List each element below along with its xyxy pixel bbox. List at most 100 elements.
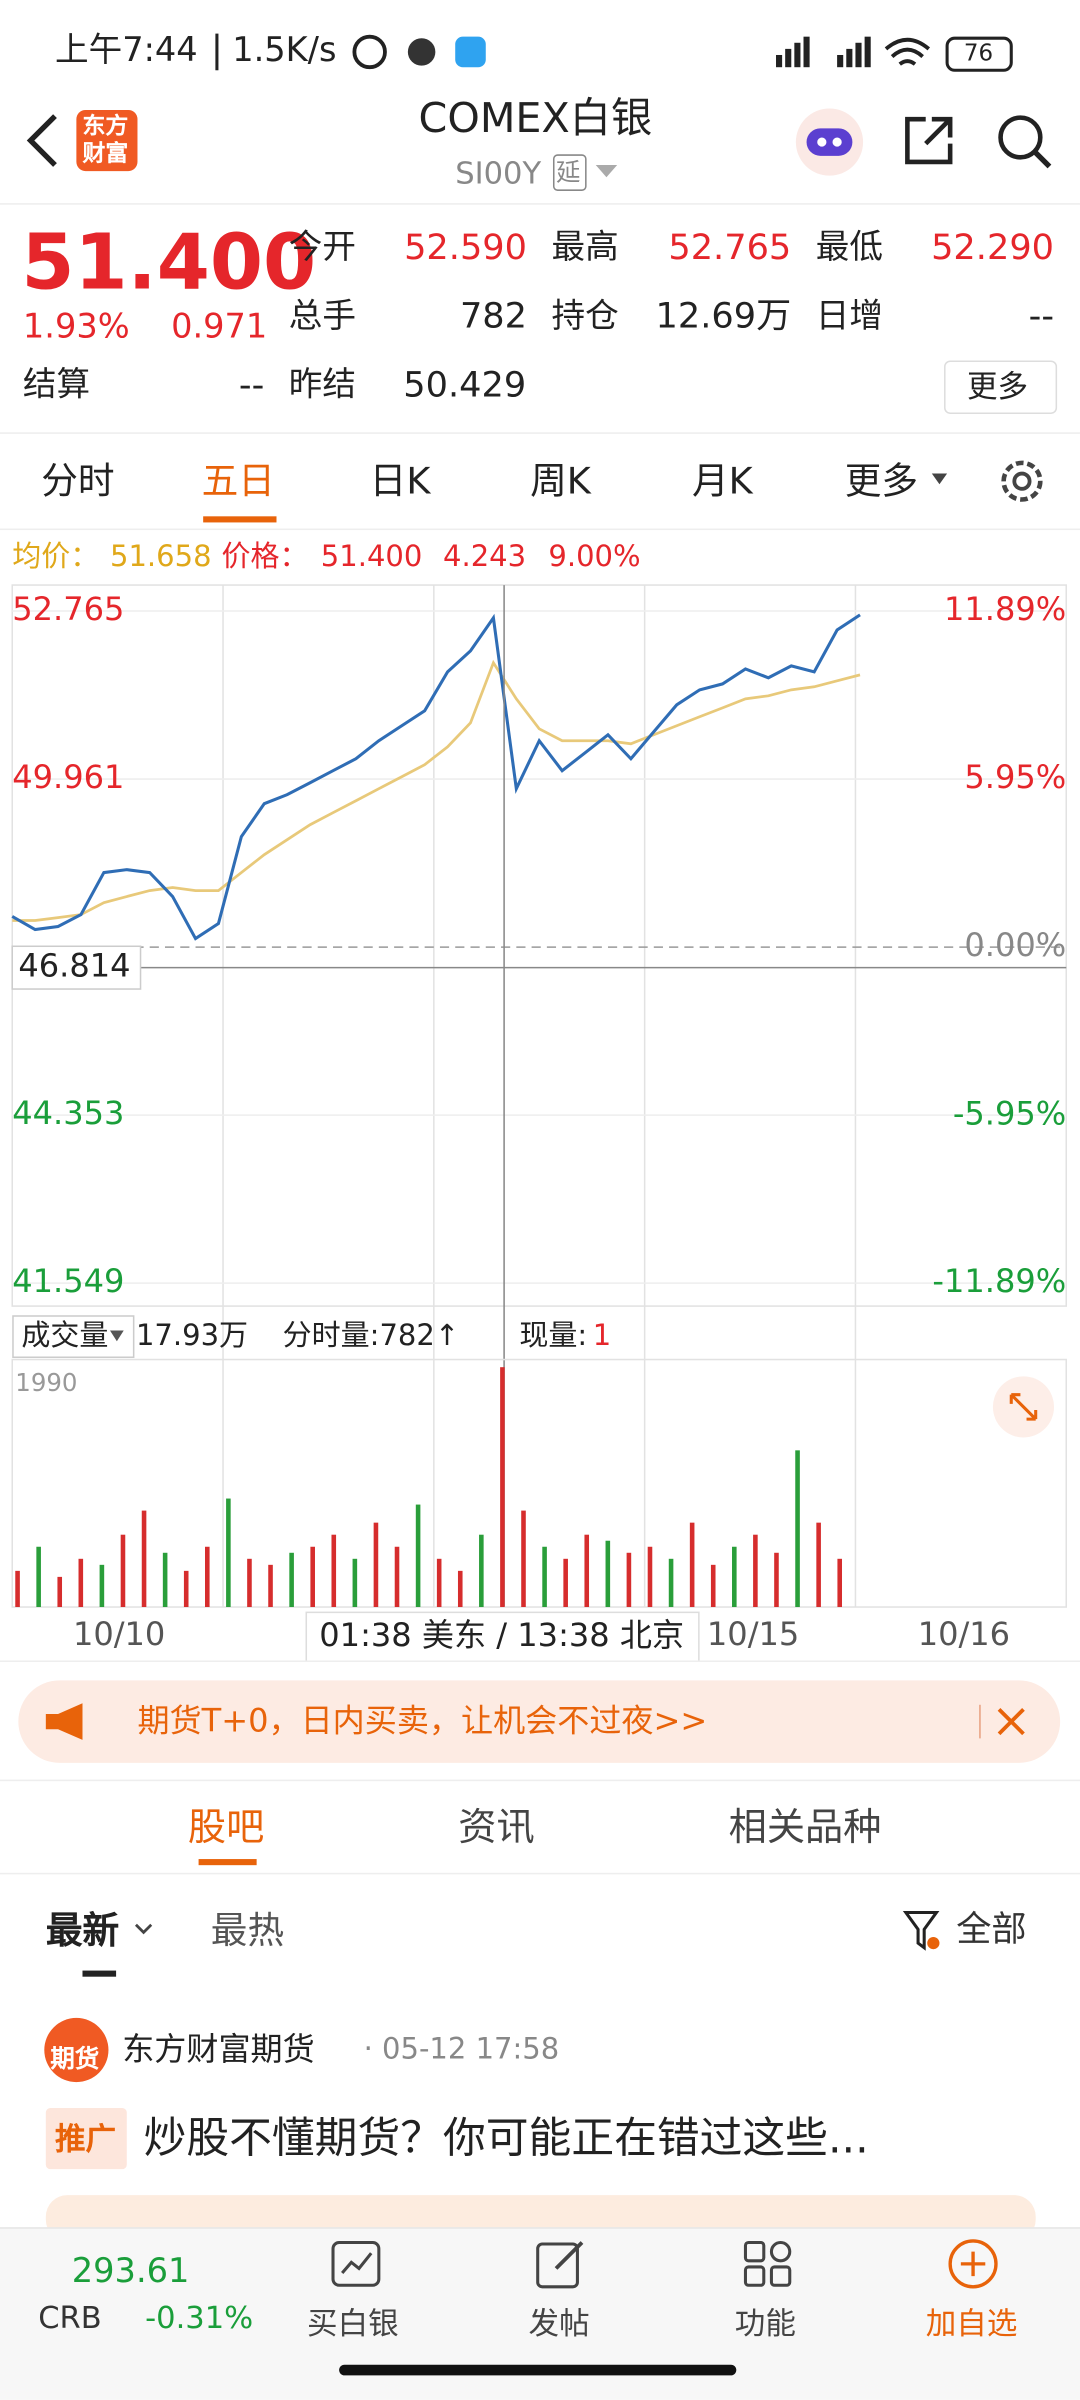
- section-tab-active[interactable]: 股吧: [187, 1804, 265, 1850]
- avg-line: [12, 659, 861, 922]
- volume-bar: [500, 1367, 505, 1608]
- home-indicator: [339, 2364, 737, 2376]
- dropdown: [109, 1330, 124, 1342]
- avg-label: 均价：: [12, 539, 100, 574]
- sort-option-active[interactable]: 最新: [45, 1909, 120, 1953]
- author[interactable]: 东方财富期货: [122, 2030, 315, 2068]
- logo: [76, 109, 138, 172]
- volume-bar: [710, 1564, 716, 1608]
- field-label: 持仓: [551, 297, 619, 337]
- search-icon[interactable]: [996, 113, 1054, 171]
- field-value: 12.69万: [655, 297, 792, 337]
- field-label: 今开: [288, 229, 356, 268]
- status-time: 上午7:44: [54, 32, 198, 71]
- volume-total: 17.93万: [135, 1319, 249, 1353]
- x-tick-label: 10/16: [918, 1615, 1010, 1653]
- banner-text[interactable]: 期货T+0，日内买卖，让机会不过夜>>: [137, 1702, 708, 1740]
- megaphone-icon: [45, 1703, 83, 1740]
- battery: [945, 36, 1013, 72]
- divider: [0, 1779, 1080, 1782]
- sort-underline: [82, 1970, 117, 1977]
- price-value: 51.400: [320, 539, 423, 574]
- close-button[interactable]: [996, 1706, 1027, 1737]
- section-tab[interactable]: 资讯: [458, 1804, 535, 1850]
- back-button[interactable]: [21, 113, 61, 168]
- y2-tick-label: 0.00%: [964, 926, 1066, 964]
- volume-bar: [816, 1522, 821, 1608]
- volume-label[interactable]: 成交量: [21, 1319, 109, 1353]
- volume-bar: [373, 1522, 379, 1608]
- plot-frame: [11, 584, 1068, 1307]
- field-label: 日增: [815, 297, 883, 337]
- assistant-icon[interactable]: [794, 107, 867, 177]
- tab[interactable]: 更多: [844, 459, 919, 503]
- volume-bar: [141, 1510, 147, 1608]
- dropdown: [931, 473, 948, 485]
- volume-selector[interactable]: [12, 1315, 135, 1359]
- nav-label[interactable]: 加自选: [925, 2305, 1018, 2342]
- crosshair-label-box: [11, 945, 142, 990]
- share-icon[interactable]: [901, 113, 956, 168]
- tab[interactable]: 日K: [369, 459, 431, 503]
- banner[interactable]: [18, 1680, 1061, 1763]
- tab[interactable]: 周K: [530, 459, 591, 503]
- volume-bar: [479, 1534, 484, 1608]
- filter-label[interactable]: 全部: [956, 1910, 1027, 1950]
- tab-active[interactable]: 五日: [201, 459, 275, 503]
- tab[interactable]: 月K: [691, 459, 753, 503]
- more-label[interactable]: 更多: [966, 368, 1029, 405]
- crosshair-time: 01:38 美东 / 13:38 北京: [319, 1616, 685, 1654]
- tick-volume: 分时量:782↑: [282, 1319, 460, 1353]
- field-label: 最高: [551, 229, 619, 268]
- volume-bar: [563, 1558, 568, 1608]
- y2-tick-label: 5.95%: [964, 758, 1066, 796]
- nav-label[interactable]: 功能: [734, 2305, 796, 2342]
- add-icon[interactable]: [947, 2238, 999, 2290]
- field-value: 52.765: [668, 228, 792, 269]
- buy-icon[interactable]: [330, 2239, 382, 2288]
- tab-underline: [203, 516, 277, 523]
- avatar[interactable]: [44, 2017, 109, 2083]
- post-title[interactable]: 炒股不懂期货？你可能正在错过这些...: [143, 2112, 869, 2164]
- status-speed: 1.5K/s: [232, 32, 337, 71]
- expand-button[interactable]: [992, 1376, 1055, 1438]
- field-value: --: [238, 365, 265, 406]
- y2-tick-label: -11.89%: [932, 1262, 1066, 1300]
- nav-label[interactable]: 发帖: [528, 2305, 590, 2342]
- status-icons: [352, 34, 486, 70]
- volume-bar: [415, 1504, 421, 1608]
- crosshair-label: 46.814: [18, 947, 130, 985]
- y2-tick-label: 11.89%: [944, 590, 1066, 628]
- price-line: [11, 613, 861, 941]
- volume-bar: [78, 1558, 84, 1608]
- volume-bar: [647, 1546, 653, 1608]
- volume-bar: [310, 1546, 315, 1608]
- post-icon[interactable]: [535, 2238, 587, 2290]
- volume-bar: [774, 1552, 779, 1608]
- logo-text: 财富: [82, 139, 129, 168]
- volume-bar: [626, 1552, 632, 1608]
- section-tab[interactable]: 相关品种: [728, 1804, 882, 1850]
- nav-label[interactable]: 买白银: [307, 2305, 399, 2342]
- field-label: 昨结: [288, 366, 356, 405]
- field-value: 782: [459, 297, 528, 337]
- chevron: [134, 1923, 153, 1935]
- volume-bar: [795, 1450, 800, 1608]
- volume-bar: [183, 1570, 189, 1608]
- logo-text: 东方: [82, 112, 129, 140]
- tag: 延: [556, 157, 581, 187]
- separator: [979, 1704, 981, 1739]
- y2-tick-label: -5.95%: [953, 1094, 1066, 1132]
- volume-bar: [394, 1546, 400, 1608]
- filter-icon[interactable]: [902, 1909, 943, 1952]
- function-icon[interactable]: [742, 2239, 794, 2288]
- sort-option[interactable]: 最热: [210, 1909, 285, 1953]
- settings-icon[interactable]: [996, 455, 1048, 507]
- more-button[interactable]: [944, 360, 1058, 414]
- change: 0.971: [171, 308, 268, 347]
- signal-icons: [776, 36, 931, 68]
- dropdown[interactable]: [595, 164, 618, 180]
- tab[interactable]: 分时: [41, 459, 115, 503]
- tab-underline: [198, 1859, 257, 1866]
